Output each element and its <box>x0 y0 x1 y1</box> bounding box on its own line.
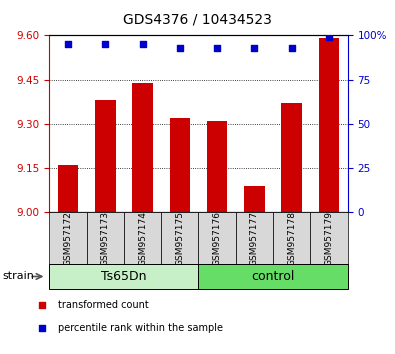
Bar <box>87 212 124 264</box>
Bar <box>310 212 348 264</box>
Text: Ts65Dn: Ts65Dn <box>101 270 147 283</box>
Bar <box>49 264 199 289</box>
Point <box>326 34 332 40</box>
Text: GSM957179: GSM957179 <box>324 211 333 266</box>
Text: GSM957173: GSM957173 <box>101 211 110 266</box>
Point <box>139 41 146 47</box>
Point <box>177 45 183 51</box>
Point <box>214 45 220 51</box>
Bar <box>199 212 236 264</box>
Text: control: control <box>251 270 295 283</box>
Point <box>102 41 109 47</box>
Bar <box>319 38 339 212</box>
Bar <box>207 121 228 212</box>
Bar <box>161 212 199 264</box>
Text: GSM957177: GSM957177 <box>250 211 259 266</box>
Text: percentile rank within the sample: percentile rank within the sample <box>58 323 223 333</box>
Bar <box>95 100 116 212</box>
Bar <box>124 212 161 264</box>
Point <box>39 325 45 331</box>
Bar <box>169 118 190 212</box>
Bar <box>199 264 348 289</box>
Bar <box>236 212 273 264</box>
Text: transformed count: transformed count <box>58 300 149 310</box>
Text: GDS4376 / 10434523: GDS4376 / 10434523 <box>123 12 272 27</box>
Bar <box>132 82 153 212</box>
Text: GSM957174: GSM957174 <box>138 211 147 266</box>
Point <box>251 45 258 51</box>
Text: GSM957172: GSM957172 <box>64 211 73 266</box>
Bar <box>273 212 310 264</box>
Point <box>39 302 45 308</box>
Bar <box>281 103 302 212</box>
Bar <box>49 212 87 264</box>
Text: strain: strain <box>2 272 34 281</box>
Text: GSM957178: GSM957178 <box>287 211 296 266</box>
Point <box>288 45 295 51</box>
Bar <box>58 165 78 212</box>
Text: GSM957175: GSM957175 <box>175 211 184 266</box>
Text: GSM957176: GSM957176 <box>213 211 222 266</box>
Point <box>65 41 71 47</box>
Bar <box>244 186 265 212</box>
